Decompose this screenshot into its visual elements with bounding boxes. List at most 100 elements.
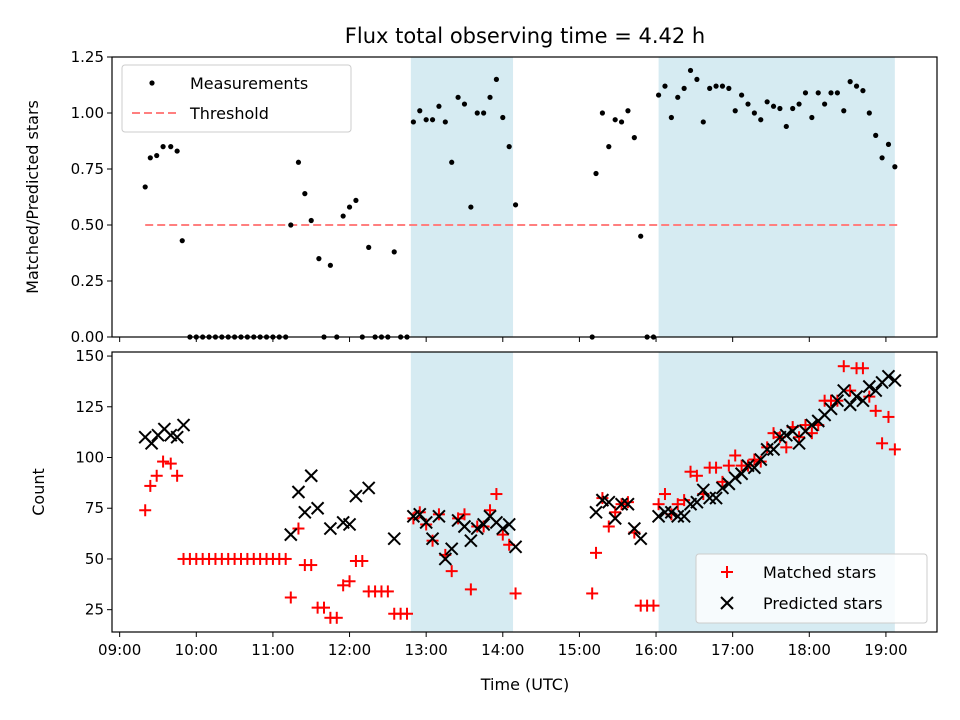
predicted-star-point bbox=[291, 485, 306, 499]
matched-star-point bbox=[413, 506, 426, 519]
measurement-point bbox=[675, 94, 681, 100]
measurement-point bbox=[694, 76, 700, 82]
predicted-star-point bbox=[728, 471, 742, 485]
predicted-star-stroke-b bbox=[425, 531, 440, 546]
matched-star-point bbox=[888, 443, 901, 456]
measurement-point bbox=[168, 144, 174, 150]
measurement-point bbox=[847, 79, 853, 85]
matched-star-point bbox=[407, 512, 420, 525]
predicted-star-point bbox=[843, 398, 857, 412]
predicted-star-point bbox=[690, 495, 704, 509]
measurement-point bbox=[726, 85, 732, 91]
matched-star-point bbox=[432, 508, 445, 521]
measurement-point bbox=[662, 83, 668, 89]
measurement-point bbox=[142, 184, 148, 190]
measurement-point bbox=[340, 213, 346, 219]
predicted-star-stroke-b bbox=[614, 497, 629, 511]
predicted-star-stroke-b bbox=[310, 501, 325, 515]
measurement-point bbox=[593, 170, 599, 177]
predicted-star-point bbox=[444, 542, 459, 556]
predicted-star-stroke-b bbox=[779, 428, 794, 442]
predicted-star-point bbox=[779, 428, 794, 442]
matched-star-point bbox=[799, 419, 812, 432]
measurement-point bbox=[866, 110, 872, 116]
predicted-star-stroke-b bbox=[496, 521, 510, 536]
measurement-point bbox=[790, 105, 796, 112]
predicted-star-stroke-b bbox=[792, 436, 806, 451]
predicted-star-stroke-b bbox=[432, 509, 446, 524]
matched-stars-series bbox=[139, 360, 901, 624]
predicted-star-point bbox=[614, 497, 629, 511]
bottom-x-tick-label: 17:00 bbox=[711, 641, 754, 659]
measurement-point bbox=[346, 204, 353, 210]
predicted-star-stroke-b bbox=[728, 471, 742, 485]
matched-star-point bbox=[401, 607, 414, 620]
measurement-point bbox=[860, 88, 866, 94]
measurement-point bbox=[885, 141, 892, 147]
matched-star-point bbox=[139, 504, 152, 517]
matched-star-point bbox=[343, 575, 356, 588]
legend-measurements-marker bbox=[149, 80, 155, 86]
predicted-star-stroke-b bbox=[595, 493, 610, 507]
predicted-star-point bbox=[387, 531, 401, 546]
matched-star-point bbox=[671, 498, 684, 511]
matched-star-point bbox=[754, 455, 767, 468]
legend-measurements-label: Measurements bbox=[190, 74, 308, 93]
predicted-star-point bbox=[709, 491, 723, 505]
predicted-star-stroke-b bbox=[464, 533, 478, 548]
predicted-star-stroke-b bbox=[621, 497, 635, 511]
measurement-point bbox=[681, 85, 687, 91]
matched-star-point bbox=[420, 518, 433, 531]
measurement-point bbox=[461, 101, 468, 107]
measurement-point bbox=[834, 90, 840, 96]
measurement-point bbox=[316, 256, 322, 262]
predicted-star-point bbox=[805, 418, 819, 432]
predicted-star-point bbox=[715, 481, 730, 495]
bottom-x-tick-label: 16:00 bbox=[634, 641, 677, 659]
predicted-star-stroke-b bbox=[608, 511, 622, 526]
predicted-star-stroke-b bbox=[634, 531, 648, 546]
predicted-star-point bbox=[856, 393, 870, 408]
bottom-observing-window-0 bbox=[410, 352, 514, 632]
top-y-axis: 0.00 0.25 0.50 0.75 1.00 1.25 bbox=[71, 48, 112, 346]
top-y-tick-label: 1.00 bbox=[71, 104, 104, 122]
predicted-star-point bbox=[310, 501, 325, 515]
measurement-point bbox=[353, 197, 359, 203]
predicted-star-stroke-b bbox=[785, 424, 800, 438]
predicted-star-stroke-b bbox=[862, 379, 877, 394]
predicted-star-stroke-b bbox=[304, 469, 318, 483]
predicted-star-point bbox=[734, 467, 749, 481]
predicted-star-stroke-b bbox=[651, 509, 666, 524]
legend-threshold-label: Threshold bbox=[189, 104, 269, 123]
predicted-star-stroke-b bbox=[457, 519, 472, 534]
matched-star-point bbox=[150, 469, 163, 482]
predicted-star-point bbox=[284, 527, 298, 542]
matched-star-point bbox=[793, 431, 806, 444]
legend-predicted-label: Predicted stars bbox=[763, 594, 883, 613]
predicted-star-stroke-b bbox=[741, 458, 755, 473]
predicted-star-stroke-b bbox=[413, 507, 427, 522]
matched-star-point bbox=[876, 437, 889, 450]
predicted-star-point bbox=[754, 452, 768, 467]
x-axis-label: Time (UTC) bbox=[480, 675, 569, 694]
top-axes-frame bbox=[111, 56, 938, 338]
predicted-star-point bbox=[792, 436, 806, 451]
bottom-legend: Matched stars Predicted stars bbox=[695, 553, 928, 624]
legend-matched-marker bbox=[721, 566, 733, 578]
predicted-star-stroke-b bbox=[805, 418, 819, 432]
predicted-star-stroke-b bbox=[766, 442, 781, 457]
matched-star-point bbox=[609, 506, 622, 519]
predicted-star-stroke-b bbox=[868, 383, 883, 398]
predicted-star-point bbox=[702, 491, 717, 505]
bottom-axes-frame bbox=[111, 351, 938, 633]
measurement-point bbox=[436, 103, 442, 109]
top-y-axis-label: Matched/Predicted stars bbox=[23, 100, 42, 294]
matched-star-point bbox=[869, 404, 882, 417]
predicted-star-stroke-b bbox=[451, 513, 465, 528]
top-y-tick-label: 0.50 bbox=[71, 216, 104, 234]
bottom-y-axis-label: Count bbox=[29, 468, 48, 516]
matched-star-point bbox=[658, 488, 671, 501]
measurement-point bbox=[474, 110, 480, 116]
predicted-star-point bbox=[419, 515, 433, 530]
predicted-star-point bbox=[766, 442, 781, 457]
